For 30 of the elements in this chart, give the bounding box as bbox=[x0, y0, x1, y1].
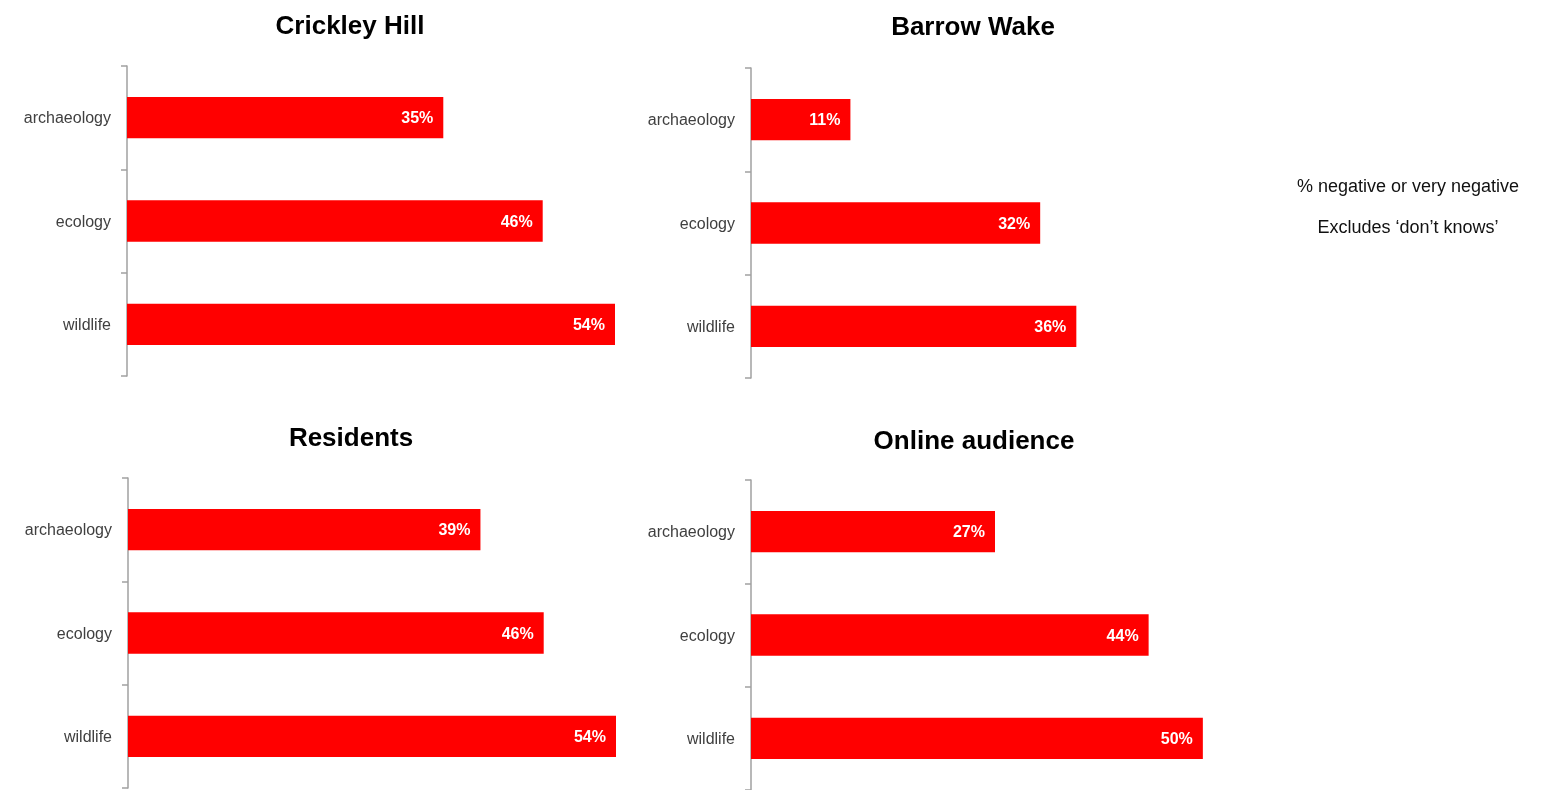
y-tick-label: wildlife bbox=[685, 729, 736, 747]
y-tick-label: wildlife bbox=[62, 727, 113, 745]
y-tick-label: archaeology bbox=[23, 109, 111, 127]
chart-title: Online audience bbox=[873, 425, 1075, 455]
y-tick-label: archaeology bbox=[647, 523, 735, 541]
data-label: 39% bbox=[438, 521, 471, 539]
chart-title: Residents bbox=[288, 422, 414, 452]
data-label: 35% bbox=[401, 109, 434, 127]
data-label: 36% bbox=[1034, 317, 1067, 335]
chart-title: Crickley Hill bbox=[275, 10, 425, 40]
data-label: 46% bbox=[501, 624, 534, 642]
y-tick-label: ecology bbox=[56, 624, 112, 642]
y-tick-label: ecology bbox=[55, 212, 111, 230]
data-label: 54% bbox=[572, 315, 605, 333]
text: % negative or very negative bbox=[1296, 176, 1520, 196]
y-tick-label: ecology bbox=[679, 626, 735, 644]
data-label: 11% bbox=[809, 111, 841, 129]
data-label: 54% bbox=[573, 727, 606, 745]
data-label: 27% bbox=[952, 523, 985, 541]
y-tick-label: archaeology bbox=[647, 111, 735, 129]
data-label: 50% bbox=[1160, 729, 1193, 747]
chart-title: Barrow Wake bbox=[891, 11, 1055, 41]
y-tick-label: wildlife bbox=[61, 315, 112, 333]
data-label: 46% bbox=[500, 212, 533, 230]
data-label: 32% bbox=[998, 214, 1031, 232]
y-tick-label: wildlife bbox=[685, 317, 736, 335]
y-tick-label: ecology bbox=[679, 214, 735, 232]
text: Excludes ‘don’t knows’ bbox=[1317, 217, 1499, 237]
y-tick-label: archaeology bbox=[24, 521, 112, 539]
data-label: 44% bbox=[1106, 626, 1139, 644]
